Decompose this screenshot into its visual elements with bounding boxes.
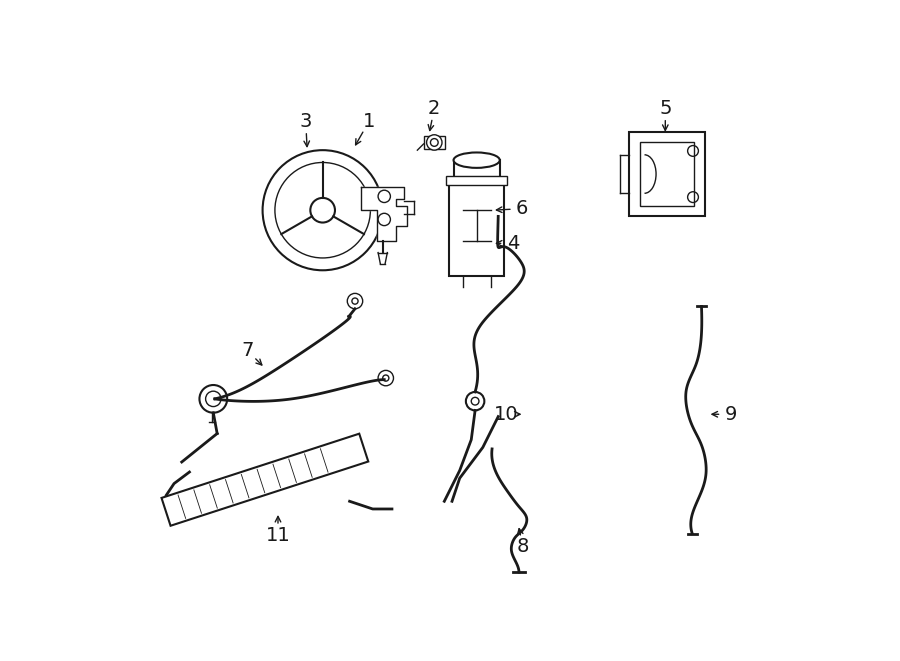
- Bar: [161, 434, 368, 525]
- Bar: [629, 132, 705, 216]
- Text: 10: 10: [493, 405, 518, 424]
- Circle shape: [200, 385, 227, 412]
- Text: 2: 2: [428, 99, 440, 118]
- Text: 6: 6: [516, 199, 528, 218]
- Text: 1: 1: [363, 112, 375, 131]
- Bar: [424, 136, 446, 149]
- Text: 5: 5: [659, 99, 671, 118]
- Text: 8: 8: [517, 537, 529, 556]
- Text: 4: 4: [507, 234, 519, 253]
- Bar: [446, 176, 508, 185]
- Polygon shape: [361, 187, 408, 241]
- Circle shape: [378, 370, 393, 386]
- Bar: [640, 143, 694, 206]
- Circle shape: [427, 135, 442, 150]
- Text: 7: 7: [241, 341, 254, 360]
- Ellipse shape: [454, 153, 500, 168]
- Bar: [449, 183, 504, 276]
- Bar: [454, 160, 500, 177]
- Circle shape: [466, 392, 484, 410]
- Text: 9: 9: [724, 405, 737, 424]
- Text: 11: 11: [266, 525, 291, 545]
- Circle shape: [347, 293, 363, 309]
- Text: 3: 3: [300, 112, 312, 131]
